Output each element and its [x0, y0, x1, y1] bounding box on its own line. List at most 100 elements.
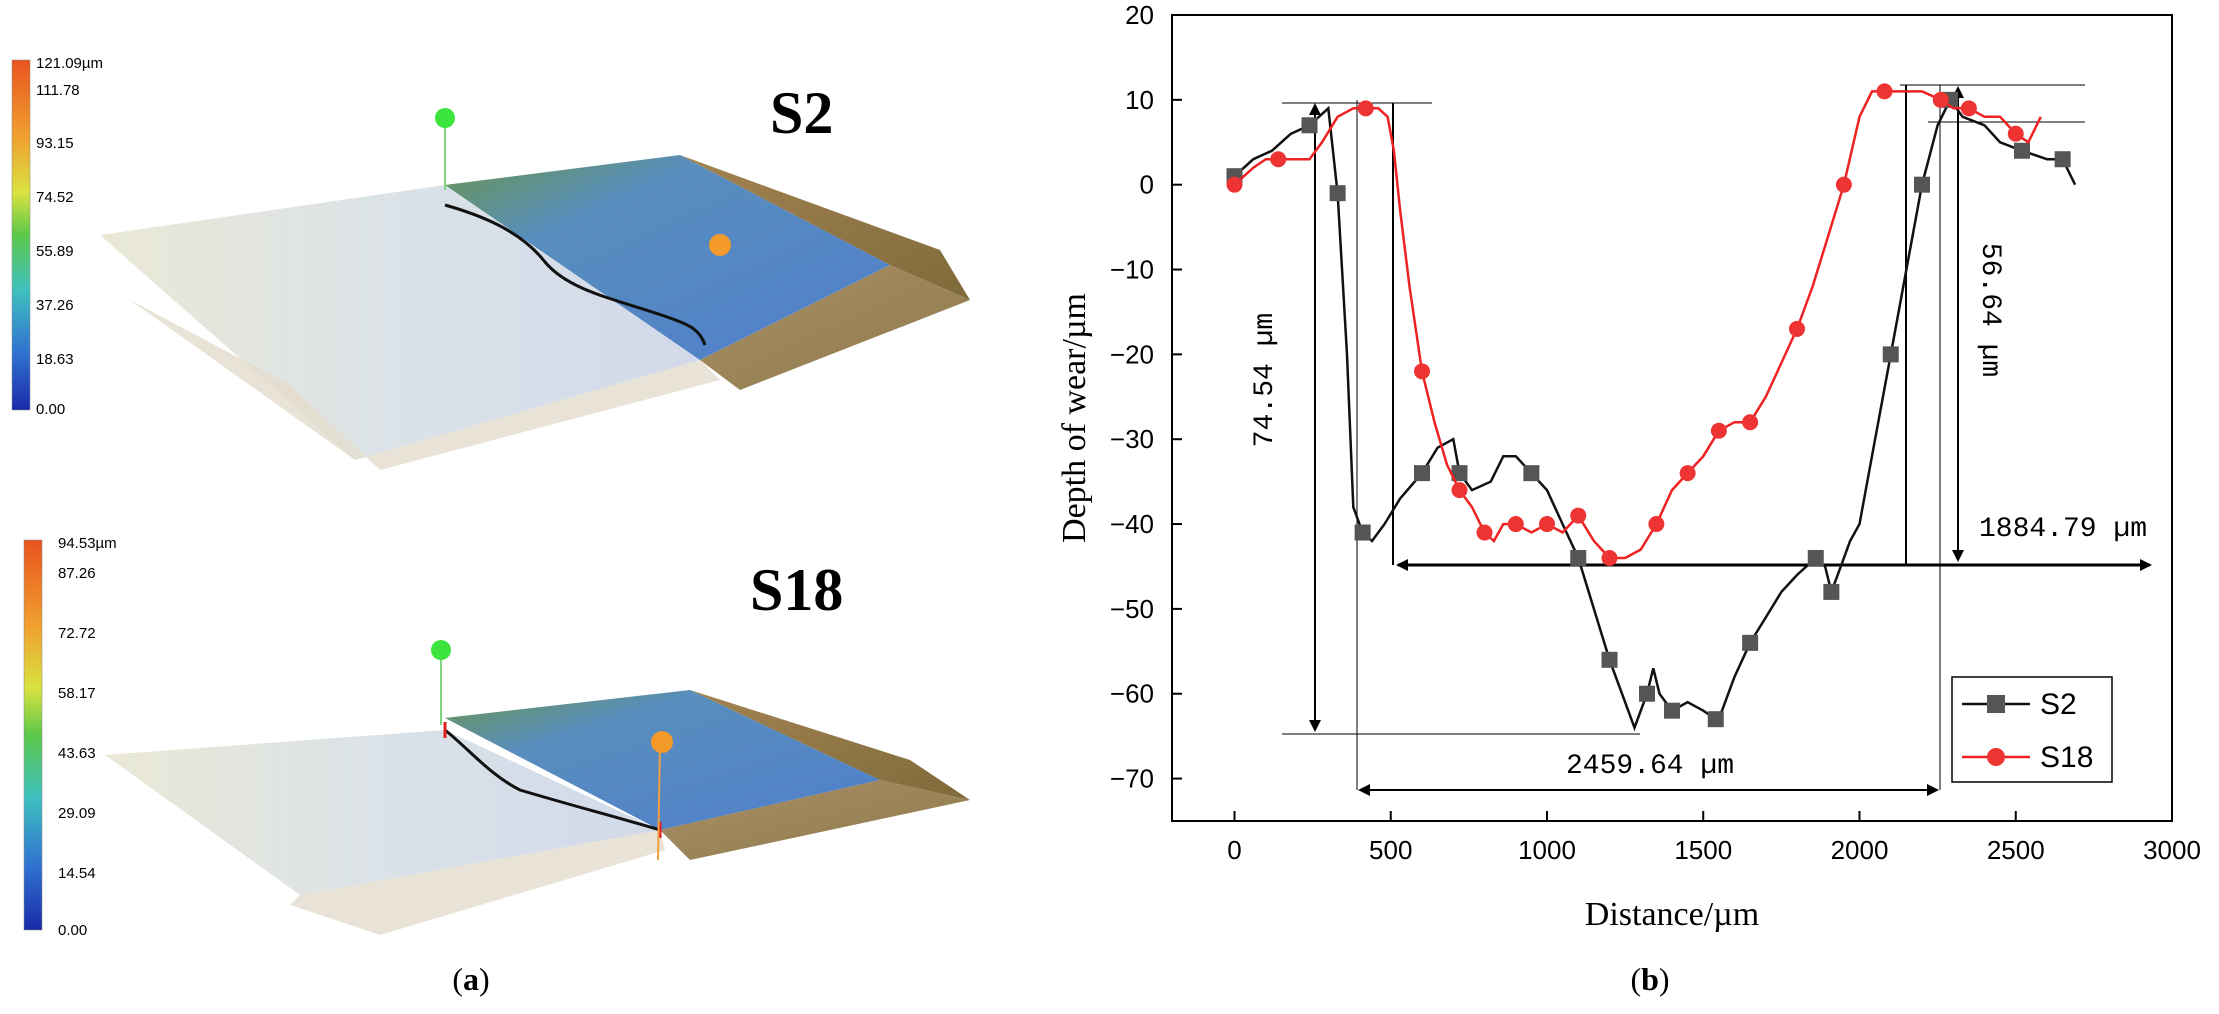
marker-s18-orange — [651, 731, 673, 753]
colorbar-s2-tick: 0.00 — [36, 401, 65, 418]
surface-map-s2: 121.09µm 111.78 93.15 74.52 55.89 37.26 … — [11, 55, 970, 470]
point-s2 — [1914, 176, 1930, 193]
surface-s2-edge — [680, 155, 970, 300]
surface-s2-left — [100, 185, 700, 460]
point-s2 — [1601, 651, 1618, 668]
point-s2 — [2014, 142, 2030, 159]
series-line-s2 — [1233, 97, 2077, 732]
y-tick-label: −60 — [1110, 679, 1154, 709]
colorbar-s2-tick: 74.52 — [36, 189, 74, 206]
annotation-56: 56.64 µm — [1974, 243, 2005, 377]
legend: S2 S18 — [1951, 676, 2113, 783]
profile-s2 — [444, 203, 707, 346]
x-tick-label: 1000 — [1518, 835, 1576, 865]
point-s18 — [1932, 91, 1949, 108]
series-line-s18 — [1233, 90, 2042, 560]
point-s18 — [1789, 320, 1805, 337]
y-tick-label: −30 — [1110, 424, 1154, 454]
x-tick-label: 1500 — [1674, 835, 1732, 865]
colorbar-s18-tick: 29.09 — [58, 805, 96, 822]
surface-map-s18: 94.53µm 87.26 72.72 58.17 43.63 29.09 14… — [23, 535, 970, 939]
plot-frame — [1171, 14, 2173, 822]
point-s2 — [1414, 465, 1430, 482]
panel-b: 20 10 0 −10 −20 −30 −40 −50 −60 −70 0 500 1000 1500 2… — [1056, 0, 2201, 997]
point-s18 — [1679, 465, 1696, 482]
point-s18 — [1601, 549, 1618, 566]
colorbar-s18-tick: 14.54 — [58, 865, 96, 882]
point-s18 — [1710, 422, 1727, 439]
point-s18 — [1876, 83, 1893, 100]
panel-a: 121.09µm 111.78 93.15 74.52 55.89 37.26 … — [11, 55, 970, 997]
point-s2 — [1329, 185, 1346, 202]
y-tick-label: −20 — [1110, 339, 1154, 369]
pin-s18-orange-stem — [657, 741, 661, 861]
annotation-74: 74.54 µm — [1250, 313, 1281, 447]
point-s2 — [1707, 711, 1724, 728]
colorbar-s18 — [23, 539, 43, 931]
legend-label-s18: S18 — [2040, 741, 2093, 774]
y-tick-label: −50 — [1110, 594, 1154, 624]
surface-s18-far — [660, 780, 970, 860]
map-label-s2: S2 — [770, 80, 833, 146]
annotation-1884: 1884.79 µm — [1979, 514, 2147, 545]
point-s2 — [1742, 634, 1759, 651]
point-s18 — [1357, 100, 1374, 117]
point-s2 — [1823, 583, 1840, 600]
surface-s18-bottom — [290, 830, 665, 935]
x-tick-label: 3000 — [2143, 835, 2201, 865]
point-s2 — [1807, 549, 1824, 566]
y-axis-label: Depth of wear/µm — [1056, 293, 1093, 543]
point-s2 — [1664, 702, 1680, 719]
x-tick-label: 2000 — [1831, 835, 1889, 865]
x-tick-label: 500 — [1369, 835, 1412, 865]
y-tick-label: 10 — [1125, 85, 1154, 115]
pin-s2-head — [435, 108, 455, 128]
point-s18 — [1414, 363, 1430, 380]
point-s2 — [1523, 465, 1540, 482]
legend-marker-s2 — [1987, 695, 2005, 713]
point-s2 — [1570, 549, 1587, 566]
point-s18 — [1476, 524, 1493, 541]
legend-marker-s18 — [1987, 748, 2005, 766]
x-tick-label: 2500 — [1987, 835, 2045, 865]
point-s18 — [1451, 482, 1468, 499]
surface-s2-far — [700, 265, 970, 390]
point-s18 — [1539, 516, 1555, 533]
colorbar-s2-tick: 18.63 — [36, 351, 74, 368]
surface-s18-edge — [690, 690, 970, 800]
point-s2 — [1451, 465, 1468, 482]
colorbar-s2-tick: 55.89 — [36, 243, 74, 260]
point-s18 — [1270, 151, 1287, 168]
colorbar-s2-tick: 111.78 — [36, 82, 80, 99]
colorbar-s2-tick: 93.15 — [36, 135, 74, 152]
x-tick-label: 0 — [1227, 835, 1241, 865]
point-s18 — [1835, 176, 1852, 193]
y-tick-label: 0 — [1140, 170, 1154, 200]
series-layer — [1226, 83, 2077, 732]
y-axis: 20 10 0 −10 −20 −30 −40 −50 −60 −70 — [1110, 0, 1182, 794]
surface-s18-worn — [445, 690, 880, 830]
legend-label-s2: S2 — [2040, 688, 2077, 721]
x-axis: 0 500 1000 1500 2000 2500 3000 — [1227, 811, 2201, 865]
point-s18 — [1742, 414, 1759, 431]
y-tick-label: −40 — [1110, 509, 1154, 539]
colorbar-s18-max: 94.53µm — [58, 535, 117, 552]
marker-s2-orange — [709, 234, 731, 256]
point-s2 — [2054, 151, 2071, 168]
colorbar-s18-tick: 43.63 — [58, 745, 96, 762]
point-s18 — [1570, 507, 1587, 524]
point-s18 — [1648, 516, 1665, 533]
point-s18 — [1507, 516, 1524, 533]
point-s2 — [1354, 524, 1371, 541]
colorbar-s18-tick: 58.17 — [58, 685, 96, 702]
point-s18 — [2007, 125, 2024, 142]
y-tick-label: −10 — [1110, 255, 1154, 285]
colorbar-s2 — [11, 59, 31, 411]
caption-b: (b) — [1630, 961, 1669, 997]
colorbar-s18-tick: 0.00 — [58, 922, 87, 939]
colorbar-s2-max: 121.09µm — [36, 55, 103, 72]
surface-s2-worn — [445, 155, 890, 360]
surface-s18-left — [105, 730, 660, 895]
pin-s18-head — [431, 640, 451, 660]
